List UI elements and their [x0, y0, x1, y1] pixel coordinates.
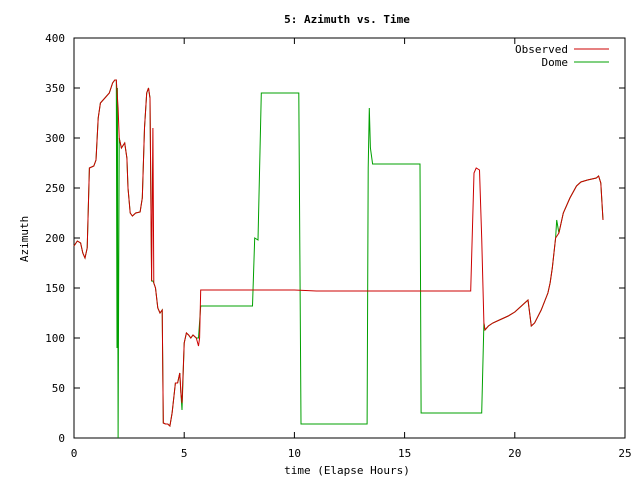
legend-label-dome: Dome: [542, 56, 569, 69]
y-axis-label: Azimuth: [18, 216, 31, 262]
plot-frame: [73, 37, 626, 439]
y-tick-label: 150: [45, 282, 65, 295]
y-tick-label: 400: [45, 32, 65, 45]
y-tick-label: 350: [45, 82, 65, 95]
axis-ticks: [73, 37, 626, 439]
series-lines: [73, 79, 604, 439]
x-tick-label: 5: [181, 447, 188, 460]
y-tick-label: 0: [58, 432, 65, 445]
x-tick-label: 25: [618, 447, 631, 460]
x-tick-label: 10: [288, 447, 301, 460]
y-tick-label: 200: [45, 232, 65, 245]
x-tick-label: 0: [71, 447, 78, 460]
y-tick-label: 250: [45, 182, 65, 195]
y-tick-label: 50: [52, 382, 65, 395]
chart-title: 5: Azimuth vs. Time: [284, 13, 410, 26]
y-tick-label: 300: [45, 132, 65, 145]
y-tick-label: 100: [45, 332, 65, 345]
x-tick-label: 15: [398, 447, 411, 460]
series-line-observed: [73, 79, 604, 427]
legend-label-observed: Observed: [515, 43, 568, 56]
x-tick-label: 20: [508, 447, 521, 460]
x-axis-label: time (Elapse Hours): [284, 464, 410, 477]
